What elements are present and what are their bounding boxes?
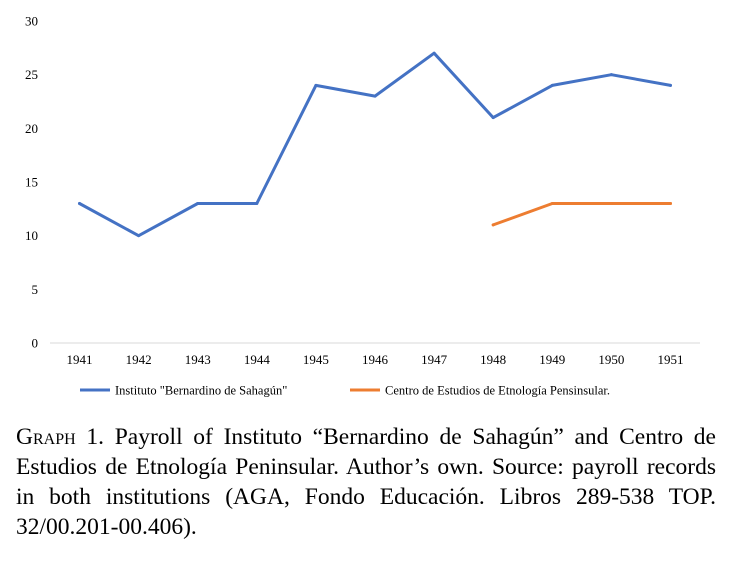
x-tick-label: 1944: [244, 352, 271, 367]
data-point: [491, 116, 495, 120]
caption-label: Graph: [16, 424, 76, 450]
data-point: [255, 201, 259, 205]
x-axis-ticks: 1941 1942 1943 1944 1945 1946 1947 1948 1949 1950…: [67, 352, 684, 367]
x-tick-label: 1943: [185, 352, 211, 367]
series-line-1: [78, 51, 672, 238]
x-tick-label: 1951: [657, 352, 683, 367]
legend-label: Instituto "Bernardino de Sahagún": [115, 384, 287, 398]
data-point: [609, 201, 613, 205]
data-point: [137, 234, 141, 238]
data-point: [550, 201, 554, 205]
data-point: [609, 73, 613, 77]
y-tick-label: 5: [32, 282, 39, 297]
data-point: [550, 83, 554, 87]
y-tick-label: 30: [25, 14, 38, 29]
y-tick-label: 20: [25, 121, 38, 136]
caption-text: 1. Payroll of Instituto “Bernardino de S…: [16, 424, 716, 540]
data-point: [668, 201, 672, 205]
series-lines: [78, 51, 672, 238]
x-tick-label: 1945: [303, 352, 329, 367]
y-tick-label: 10: [25, 228, 38, 243]
y-tick-label: 0: [32, 336, 39, 351]
y-axis-ticks: 0 5 10 15 20 25 30: [25, 14, 38, 351]
legend: Instituto "Bernardino de Sahagún" Centro …: [80, 384, 610, 398]
x-tick-label: 1947: [421, 352, 448, 367]
x-tick-label: 1949: [539, 352, 565, 367]
data-point: [668, 83, 672, 87]
y-tick-label: 15: [25, 175, 38, 190]
series-line-2: [491, 202, 672, 227]
data-point: [432, 51, 436, 55]
y-tick-label: 25: [25, 67, 38, 82]
x-tick-label: 1948: [480, 352, 506, 367]
figure-caption: Graph 1. Payroll of Instituto “Bernardin…: [16, 422, 716, 542]
data-point: [78, 201, 82, 205]
x-tick-label: 1941: [67, 352, 93, 367]
x-tick-label: 1950: [598, 352, 624, 367]
data-point: [196, 201, 200, 205]
x-tick-label: 1946: [362, 352, 389, 367]
data-point: [373, 94, 377, 98]
x-tick-label: 1942: [126, 352, 152, 367]
data-point: [314, 83, 318, 87]
data-point: [491, 223, 495, 227]
legend-label: Centro de Estudios de Etnología Pensinsu…: [385, 384, 610, 398]
